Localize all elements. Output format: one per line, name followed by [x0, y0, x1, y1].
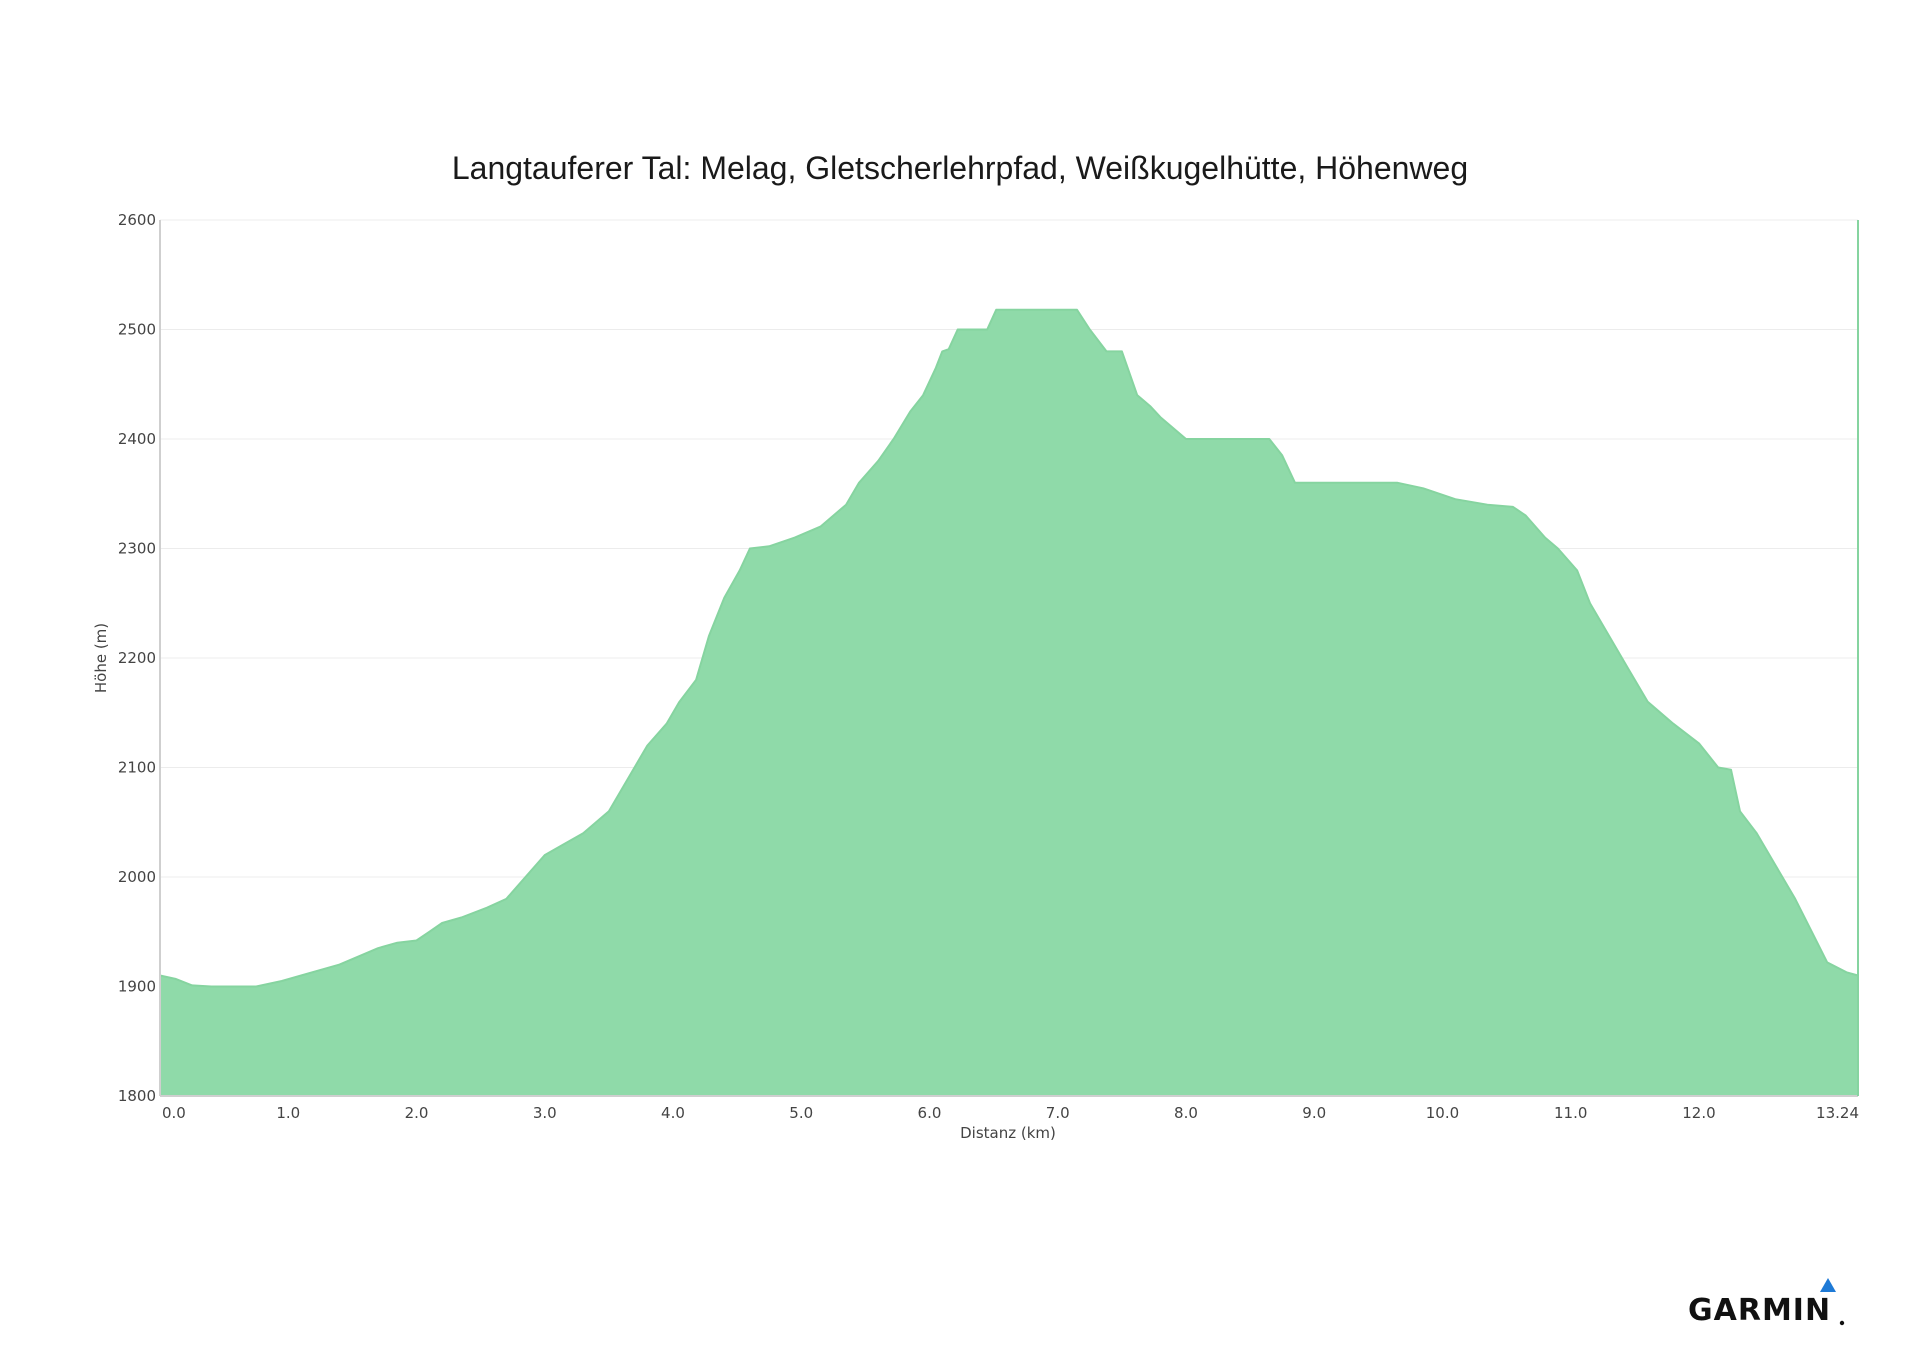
x-tick-label: 0.0	[162, 1104, 186, 1122]
x-tick-label: 1.0	[276, 1104, 300, 1122]
x-tick-label: 13.24	[1816, 1104, 1859, 1122]
y-tick-label: 2000	[118, 868, 156, 886]
x-tick-label: 9.0	[1302, 1104, 1326, 1122]
garmin-logo-text: GARMIN	[1688, 1293, 1832, 1328]
y-tick-label: 2600	[118, 211, 156, 229]
y-axis-ticks: 1800 1900 2000 2100 2200 2300 2400 2500 2600	[118, 211, 156, 1105]
x-tick-label: 4.0	[661, 1104, 685, 1122]
y-tick-label: 2300	[118, 540, 156, 558]
x-tick-label: 8.0	[1174, 1104, 1198, 1122]
triangle-icon	[1820, 1278, 1845, 1326]
x-tick-label: 12.0	[1682, 1104, 1715, 1122]
y-tick-label: 2400	[118, 430, 156, 448]
y-tick-label: 1900	[118, 978, 156, 996]
x-tick-label: 10.0	[1426, 1104, 1459, 1122]
x-tick-label: 5.0	[789, 1104, 813, 1122]
axes	[159, 220, 1859, 1097]
x-tick-label: 2.0	[405, 1104, 429, 1122]
y-tick-label: 1800	[118, 1087, 156, 1105]
y-axis-title: Höhe (m)	[92, 623, 110, 693]
y-tick-label: 2100	[118, 759, 156, 777]
x-tick-label: 7.0	[1046, 1104, 1070, 1122]
x-tick-label: 3.0	[533, 1104, 557, 1122]
x-tick-label: 6.0	[918, 1104, 942, 1122]
x-axis-title: Distanz (km)	[960, 1124, 1056, 1142]
elevation-line	[159, 308, 1859, 988]
elevation-area-series	[159, 308, 1859, 1096]
garmin-logo: GARMIN	[1688, 1276, 1848, 1328]
elevation-area	[160, 309, 1858, 1096]
x-tick-label: 11.0	[1554, 1104, 1587, 1122]
y-tick-label: 2500	[118, 321, 156, 339]
y-tick-label: 2200	[118, 649, 156, 667]
chart-title: Langtauferer Tal: Melag, Gletscherlehrpf…	[451, 150, 1469, 186]
x-axis-ticks: 0.0 1.0 2.0 3.0 4.0 5.0 6.0 7.0 8.0 9.0 10.0 11.0 12…	[162, 1104, 1859, 1122]
